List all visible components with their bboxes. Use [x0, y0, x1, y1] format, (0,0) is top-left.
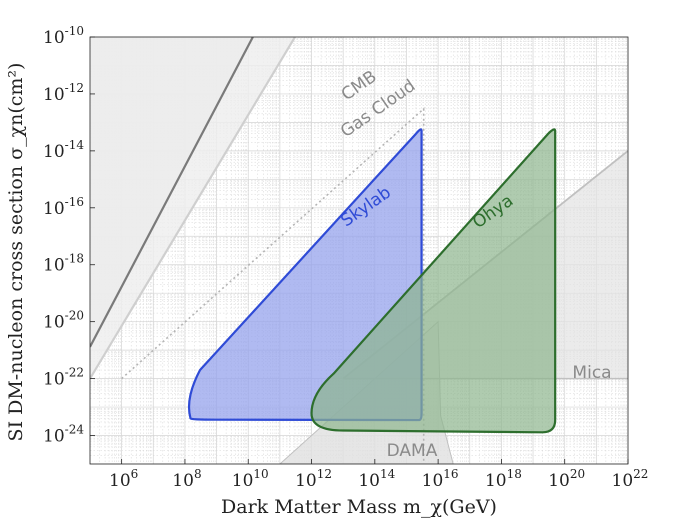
y-tick-label: 10-20 [43, 309, 84, 333]
y-tick-label: 10-18 [43, 252, 84, 276]
x-tick-label: 1020 [548, 467, 585, 491]
y-tick-label: 10-12 [43, 81, 84, 105]
x-tick-label: 1018 [485, 467, 522, 491]
y-axis-label: SI DM-nucleon cross section σ_χn(cm²) [5, 63, 27, 442]
y-tick-label: 10-16 [43, 195, 84, 219]
x-tick-label: 106 [109, 467, 138, 491]
y-tick-label: 10-10 [43, 24, 84, 48]
y-tick-label: 10-14 [43, 138, 84, 162]
x-axis-label: Dark Matter Mass m_χ(GeV) [221, 496, 497, 518]
x-ticks: 106 108 1010 1012 1014 1016 1018 1020 1022 [109, 459, 648, 491]
cmb-line [90, 37, 254, 348]
x-tick-label: 1016 [422, 467, 459, 491]
label-mica: Mica [572, 363, 611, 383]
y-ticks: 10-24 10-22 10-20 10-18 10-16 10-14 10-12 10-10 [43, 24, 95, 447]
label-dama: DAMA [387, 441, 438, 461]
x-tick-label: 1014 [358, 467, 395, 491]
regions [90, 37, 628, 464]
y-tick-label: 10-22 [43, 366, 84, 390]
x-tick-label: 1012 [295, 467, 332, 491]
x-tick-label: 108 [172, 467, 201, 491]
plot-frame [89, 36, 629, 465]
gas-cloud-line [90, 37, 296, 380]
y-tick-label: 10-24 [43, 423, 84, 447]
x-tick-label: 1022 [612, 467, 649, 491]
region-ohya [310, 128, 557, 434]
x-tick-label: 1010 [232, 467, 269, 491]
